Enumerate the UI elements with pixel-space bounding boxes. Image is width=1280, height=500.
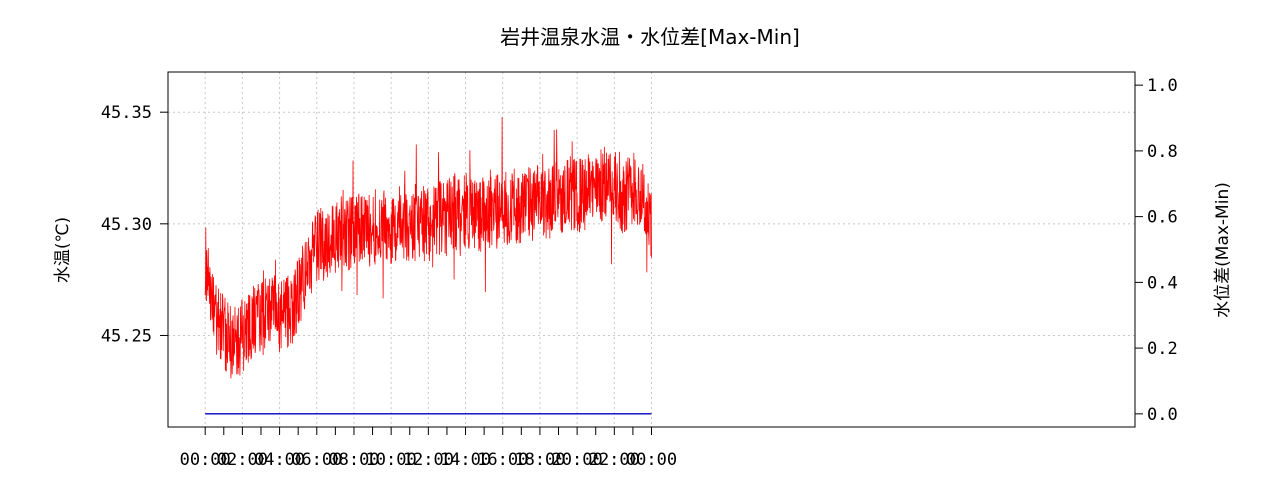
series-line-water-temp bbox=[204, 117, 652, 379]
x-tick-label: 16:00 bbox=[477, 450, 528, 470]
x-tick-label: 20:00 bbox=[552, 450, 603, 470]
x-tick-label: 04:00 bbox=[254, 450, 305, 470]
axes: 00:0002:0004:0006:0008:0010:0012:0014:00… bbox=[101, 76, 1178, 470]
x-tick-label: 08:00 bbox=[328, 450, 379, 470]
y-right-tick-label: 0.8 bbox=[1147, 142, 1178, 162]
x-tick-label: 14:00 bbox=[440, 450, 491, 470]
y-right-tick-label: 0.0 bbox=[1147, 405, 1178, 425]
y-left-tick-label: 45.25 bbox=[101, 326, 152, 346]
x-tick-label: 00:00 bbox=[180, 450, 231, 470]
x-tick-label: 12:00 bbox=[403, 450, 454, 470]
y-right-tick-label: 0.4 bbox=[1147, 273, 1178, 293]
chart-title: 岩井温泉水温・水位差[Max-Min] bbox=[500, 25, 800, 49]
series-layer bbox=[204, 117, 652, 415]
y-right-tick-label: 0.6 bbox=[1147, 208, 1178, 228]
x-tick-label: 10:00 bbox=[366, 450, 417, 470]
y-right-tick-label: 1.0 bbox=[1147, 76, 1178, 96]
x-tick-label: 18:00 bbox=[514, 450, 565, 470]
y-axis-right-label: 水位差(Max-Min) bbox=[1213, 182, 1233, 318]
x-tick-label: 00:00 bbox=[626, 450, 677, 470]
y-axis-left-label: 水温(℃) bbox=[53, 217, 73, 283]
x-tick-label: 22:00 bbox=[589, 450, 640, 470]
x-tick-label: 06:00 bbox=[291, 450, 342, 470]
y-right-tick-label: 0.2 bbox=[1147, 339, 1178, 359]
y-left-tick-label: 45.30 bbox=[101, 215, 152, 235]
x-tick-label: 02:00 bbox=[217, 450, 268, 470]
y-left-tick-label: 45.35 bbox=[101, 103, 152, 123]
